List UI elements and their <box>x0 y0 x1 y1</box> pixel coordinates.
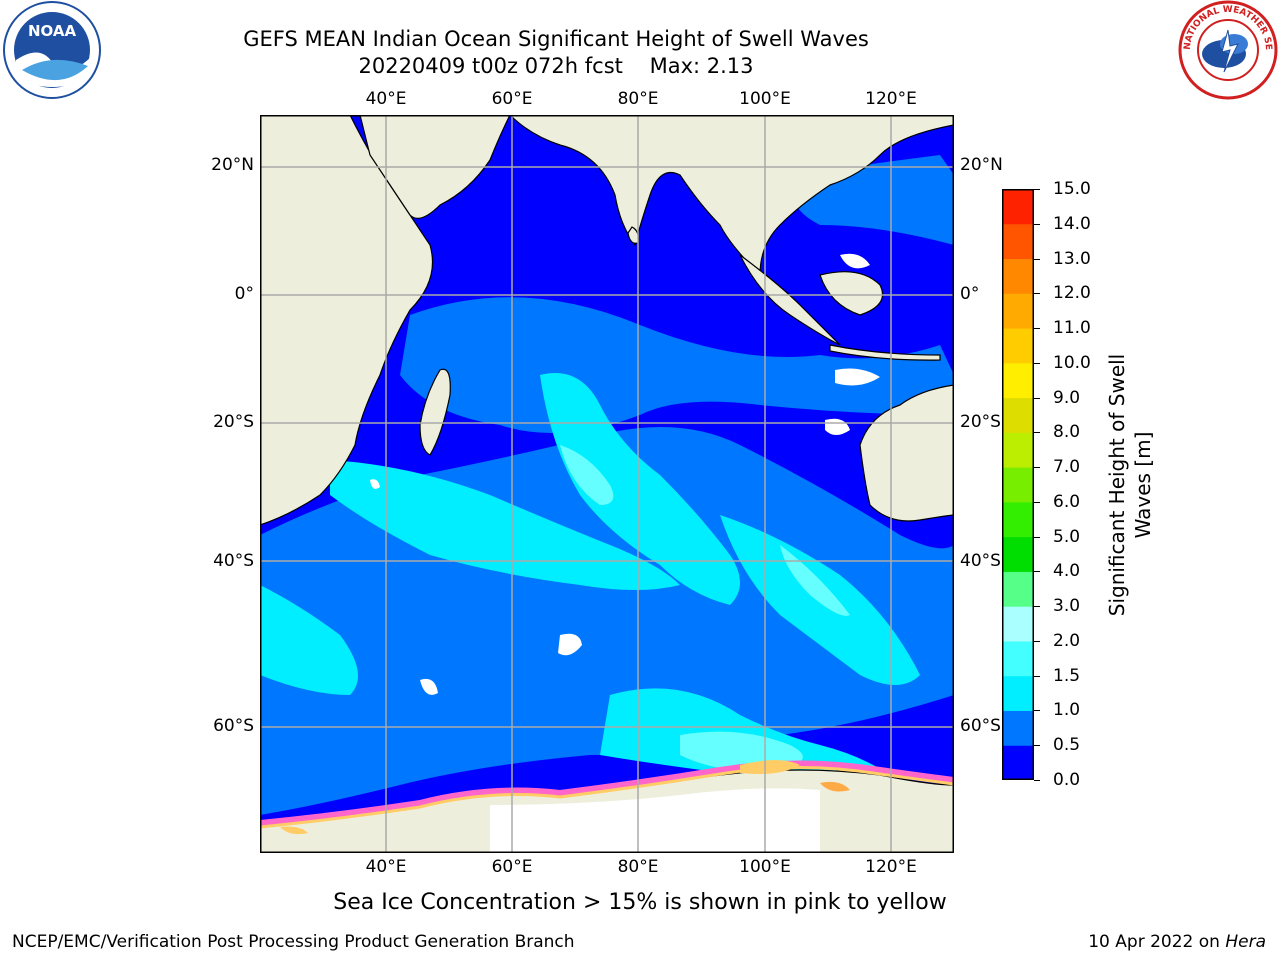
colorbar-segment <box>1002 223 1034 260</box>
colorbar-tick-label: 12.0 <box>1053 283 1091 304</box>
colorbar-segment <box>1002 536 1034 572</box>
colorbar-segment <box>1002 710 1034 746</box>
colorbar-tick-mark <box>1034 223 1040 225</box>
colorbar-segment <box>1002 189 1034 225</box>
colorbar-tick-mark <box>1034 710 1040 712</box>
colorbar-tick-mark <box>1034 432 1040 434</box>
lat-label-left-20s: 20°S <box>213 412 254 432</box>
date-line: 10 Apr 2022 on Hera <box>1088 932 1266 952</box>
borneo <box>819 271 884 316</box>
lat-label-left-0: 0° <box>234 284 254 304</box>
colorbar-tick-mark <box>1034 328 1040 330</box>
colorbar-tick-mark <box>1034 501 1040 503</box>
colorbar-tick-mark <box>1034 467 1040 469</box>
colorbar-tick-mark <box>1034 675 1040 677</box>
nws-logo: NATIONAL WEATHER SERVICE <box>1176 0 1278 100</box>
colorbar-segment <box>1002 293 1034 329</box>
madagascar <box>419 368 451 456</box>
colorbar-tick-label: 3.0 <box>1053 596 1081 617</box>
colorbar-tick-mark <box>1034 536 1040 538</box>
colorbar-frame <box>1002 189 1034 780</box>
date-machine: Hera <box>1225 932 1266 952</box>
colorbar-tick-label: 11.0 <box>1053 318 1091 339</box>
lon-label-bottom-80e: 80°E <box>617 857 659 877</box>
colorbar-title: Significant Height of Swell Waves [m] <box>1104 354 1156 616</box>
colorbar-tick-mark <box>1034 293 1040 295</box>
credit-line: NCEP/EMC/Verification Post Processing Pr… <box>12 932 575 952</box>
colorbar-segment <box>1002 675 1034 711</box>
colorbar-tick-mark <box>1034 745 1040 747</box>
asia-landmass <box>509 115 954 277</box>
lon-label-bottom-60e: 60°E <box>491 857 533 877</box>
lat-label-right-20s: 20°S <box>960 412 1001 432</box>
colorbar-tick-label: 6.0 <box>1053 491 1081 512</box>
colorbar-segment <box>1002 328 1034 364</box>
colorbar-segment <box>1002 501 1034 538</box>
colorbar-tick-mark <box>1034 397 1040 399</box>
colorbar-tick-label: 4.0 <box>1053 561 1081 582</box>
sea-ice-note: Sea Ice Concentration > 15% is shown in … <box>333 890 947 915</box>
colorbar-segment <box>1002 640 1034 677</box>
lon-label-top-40e: 40°E <box>365 89 407 109</box>
colorbar-segment <box>1002 397 1034 433</box>
colorbar-tick-label: 10.0 <box>1053 352 1091 373</box>
lon-label-bottom-120e: 120°E <box>865 857 917 877</box>
colorbar-tick-mark <box>1034 780 1040 781</box>
lon-label-bottom-100e: 100°E <box>739 857 791 877</box>
lat-label-right-20n: 20°N <box>960 155 1003 175</box>
colorbar-tick-label: 0.0 <box>1053 770 1081 790</box>
colorbar-tick-mark <box>1034 571 1040 573</box>
lat-label-left-40s: 40°S <box>213 551 254 571</box>
colorbar-tick-mark <box>1034 640 1040 642</box>
title-line-2: 20220409 t00z 072h fcst Max: 2.13 <box>358 54 754 78</box>
colorbar-tick-label: 7.0 <box>1053 457 1081 478</box>
lon-label-bottom-40e: 40°E <box>365 857 407 877</box>
lat-label-right-0: 0° <box>960 284 980 304</box>
lon-label-top-80e: 80°E <box>617 89 659 109</box>
colorbar-title-line-1: Significant Height of Swell <box>1105 353 1129 617</box>
colorbar-title-line-2: Waves [m] <box>1131 431 1155 539</box>
map-frame <box>260 115 954 853</box>
date-text: 10 Apr 2022 on <box>1088 932 1226 952</box>
colorbar-tick-label: 0.5 <box>1053 735 1081 756</box>
colorbar-tick-label: 9.0 <box>1053 387 1081 408</box>
colorbar-tick-label: 14.0 <box>1053 213 1091 234</box>
australia-landmass <box>859 384 954 522</box>
colorbar-segment <box>1002 258 1034 294</box>
lat-label-left-60s: 60°S <box>213 716 254 736</box>
noaa-logo: NOAA <box>2 0 102 100</box>
colorbar <box>1002 189 1034 780</box>
lon-label-top-60e: 60°E <box>491 89 533 109</box>
colorbar-segment <box>1002 467 1034 503</box>
colorbar-segment <box>1002 362 1034 399</box>
colorbar-tick-label: 5.0 <box>1053 526 1081 547</box>
colorbar-tick-label: 2.0 <box>1053 630 1081 651</box>
colorbar-tick-label: 1.5 <box>1053 665 1081 686</box>
colorbar-tick-label: 8.0 <box>1053 422 1081 443</box>
lat-label-left-20n: 20°N <box>211 155 254 175</box>
lon-label-top-100e: 100°E <box>739 89 791 109</box>
colorbar-segment <box>1002 432 1034 468</box>
lat-label-right-40s: 40°S <box>960 551 1001 571</box>
noaa-logo-text: NOAA <box>28 22 77 40</box>
colorbar-tick-label: 15.0 <box>1053 179 1091 199</box>
colorbar-tick-mark <box>1034 258 1040 260</box>
graticule <box>260 115 954 853</box>
missing-data-areas <box>370 253 880 853</box>
map-panel[interactable] <box>260 115 954 853</box>
colorbar-segment <box>1002 606 1034 642</box>
sea-ice-edge <box>260 760 954 835</box>
colorbar-segment <box>1002 571 1034 607</box>
colorbar-tick-mark <box>1034 189 1040 190</box>
colorbar-tick-mark <box>1034 606 1040 608</box>
title-line-1: GEFS MEAN Indian Ocean Significant Heigh… <box>243 27 869 51</box>
colorbar-tick-label: 1.0 <box>1053 700 1081 721</box>
lat-label-right-60s: 60°S <box>960 716 1001 736</box>
colorbar-tick-label: 13.0 <box>1053 248 1091 269</box>
colorbar-tick-mark <box>1034 362 1040 364</box>
lon-label-top-120e: 120°E <box>865 89 917 109</box>
java <box>829 344 941 361</box>
map-title: GEFS MEAN Indian Ocean Significant Heigh… <box>200 26 912 80</box>
colorbar-segment <box>1002 745 1034 780</box>
